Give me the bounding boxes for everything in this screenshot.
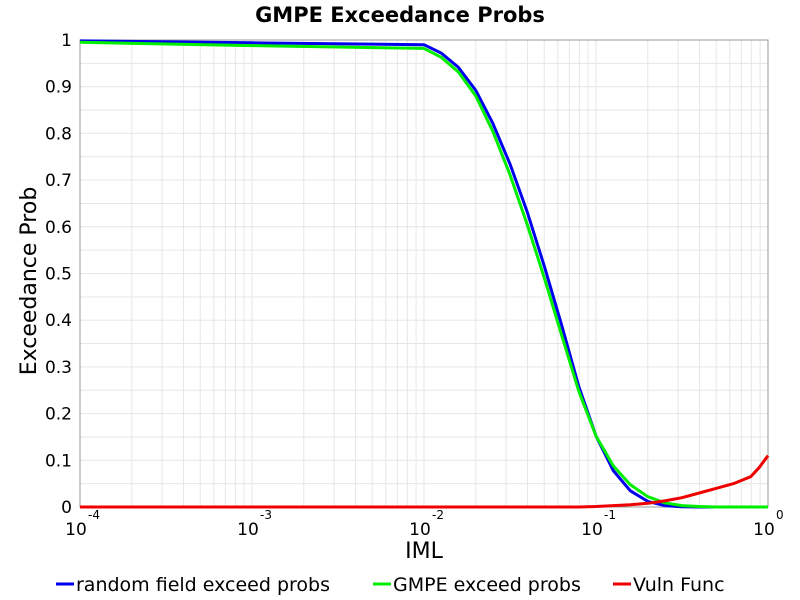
legend-item: random field exceed probs (56, 574, 330, 596)
y-tick-label: 0.7 (45, 171, 72, 191)
x-tick-base: 10 (753, 520, 775, 540)
y-axis-label: Exceedance Prob (17, 187, 42, 376)
x-tick-base: 10 (409, 520, 431, 540)
legend-label: GMPE exceed probs (393, 574, 581, 596)
x-tick-exponent: 0 (776, 508, 784, 522)
y-tick-label: 0.1 (45, 451, 72, 471)
y-tick-label: 0.5 (45, 265, 72, 285)
x-axis-label: IML (405, 539, 443, 564)
legend-item: GMPE exceed probs (373, 574, 581, 596)
y-tick-label: 0.3 (45, 358, 72, 378)
y-tick-label: 1 (61, 31, 72, 51)
y-tick-labels: 0 0.1 0.2 0.3 0.4 0.5 0.6 0.7 0.8 0.9 1 (45, 31, 72, 518)
series-line (79, 40, 768, 509)
y-tick-label: 0.9 (45, 78, 72, 98)
x-tick-label: 10-4 (65, 508, 100, 540)
x-tick-base: 10 (581, 520, 603, 540)
x-tick-exponent: -1 (604, 508, 616, 522)
legend-label: random field exceed probs (76, 574, 330, 596)
x-tick-label: 10-2 (409, 508, 444, 540)
legend: random field exceed probs GMPE exceed pro… (56, 574, 725, 596)
y-tick-label: 0 (61, 498, 72, 518)
legend-label: Vuln Func (633, 574, 725, 596)
x-tick-label: 100 (753, 508, 783, 540)
x-tick-base: 10 (237, 520, 259, 540)
x-tick-exponent: -3 (260, 508, 272, 522)
grid (79, 39, 768, 508)
y-tick-label: 0.6 (45, 218, 72, 238)
x-tick-exponent: -2 (432, 508, 444, 522)
x-tick-label: 10-3 (237, 508, 272, 540)
y-tick-label: 0.2 (45, 405, 72, 425)
chart-title: GMPE Exceedance Probs (255, 3, 545, 27)
y-tick-label: 0.4 (45, 311, 72, 331)
series-layer (79, 39, 770, 509)
x-tick-exponent: -4 (88, 508, 100, 522)
x-tick-base: 10 (65, 520, 87, 540)
series-line (80, 454, 770, 509)
legend-item: Vuln Func (613, 574, 725, 596)
x-tick-label: 10-1 (581, 508, 616, 540)
y-tick-label: 0.8 (45, 124, 72, 144)
